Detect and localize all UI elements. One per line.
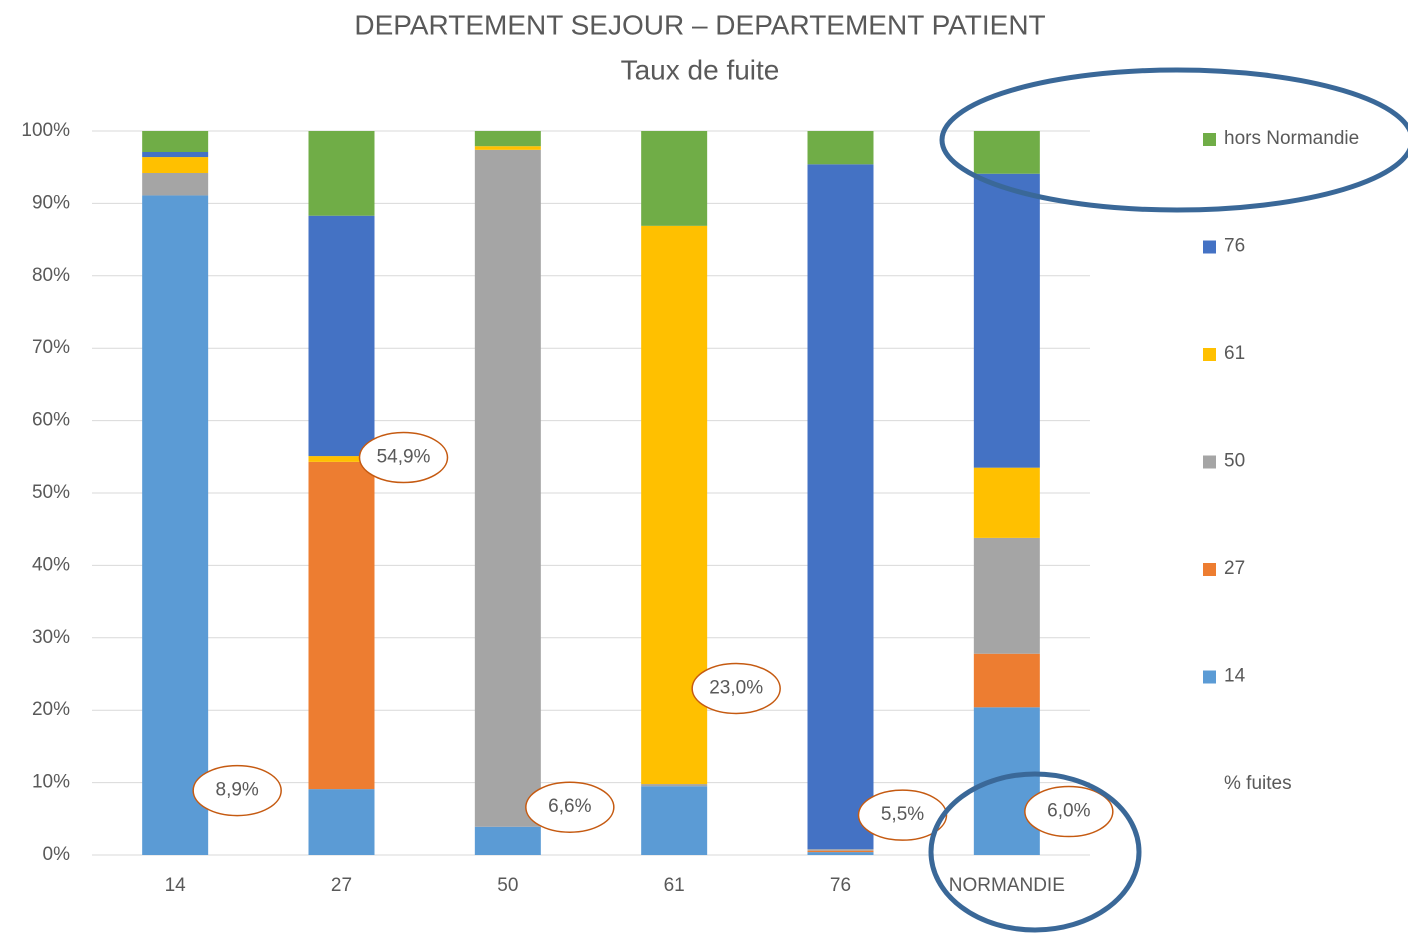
- bar-segment: [973, 653, 1040, 708]
- y-tick-label: 60%: [32, 410, 70, 431]
- y-tick-label: 20%: [32, 699, 70, 720]
- data-label-bubble: [1024, 785, 1114, 838]
- bar-segment: [973, 537, 1040, 654]
- legend-swatch: [1203, 133, 1216, 146]
- bar-segment: [142, 151, 209, 158]
- y-tick-label: 70%: [32, 337, 70, 358]
- data-label-bubble: [857, 789, 948, 841]
- data-label: 54,9%: [377, 447, 431, 468]
- y-tick-label: 30%: [32, 627, 70, 648]
- bar-segment: [308, 789, 375, 855]
- bar-segment: [973, 707, 1040, 855]
- data-label: 6,6%: [548, 796, 591, 817]
- bar-segment: [142, 172, 209, 196]
- legend-label: 27: [1224, 558, 1245, 579]
- bar-segment: [474, 131, 541, 147]
- chart-subtitle: Taux de fuite: [621, 54, 780, 85]
- bar-segment: [308, 215, 375, 457]
- bar-segment: [973, 467, 1040, 538]
- y-tick-label: 40%: [32, 554, 70, 575]
- y-tick-label: 50%: [32, 482, 70, 503]
- bar-segment: [641, 131, 708, 226]
- bar-segment: [474, 826, 541, 855]
- legend-label: 50: [1224, 451, 1245, 472]
- y-tick-label: 0%: [43, 844, 71, 865]
- legend-label: 14: [1224, 666, 1246, 687]
- y-tick-label: 10%: [32, 772, 70, 793]
- bar-segment: [474, 146, 541, 150]
- chart-title: DEPARTEMENT SEJOUR – DEPARTEMENT PATIENT: [354, 9, 1045, 40]
- legend-swatch: [1203, 670, 1216, 684]
- bar-segment: [142, 157, 209, 173]
- data-label-bubble: [691, 662, 781, 715]
- bar-segment: [641, 784, 708, 787]
- bar-segment: [142, 131, 209, 152]
- legend-label: 76: [1224, 236, 1245, 257]
- bar-segment: [807, 849, 874, 851]
- highlight-ellipse: [928, 771, 1142, 933]
- legend-swatch: [1203, 455, 1216, 469]
- y-tick-label: 90%: [32, 192, 70, 213]
- legend-label: 61: [1224, 343, 1245, 364]
- legend-label: % fuites: [1224, 773, 1292, 794]
- data-label-bubble: [192, 764, 282, 817]
- bar-segment: [807, 131, 874, 165]
- data-label: 6,0%: [1047, 801, 1090, 822]
- bar-segment: [641, 786, 708, 855]
- data-label-bubble: [525, 781, 615, 833]
- y-tick-label: 100%: [21, 120, 70, 141]
- bar-segment: [973, 131, 1040, 174]
- bar-segment: [308, 461, 375, 790]
- bar-segment: [142, 195, 209, 855]
- x-tick-label: 76: [830, 875, 851, 896]
- plot-area: 0% 10% 20% 30% 40% 50% 60% 70% 80% 90% 100% 14 27 50 6…: [21, 120, 1114, 896]
- data-label: 23,0%: [709, 677, 763, 698]
- x-tick-label: 50: [497, 875, 518, 896]
- x-tick-label: 27: [331, 875, 352, 896]
- data-label-bubble: [358, 431, 449, 484]
- bar-segment: [807, 164, 874, 850]
- legend-label: hors Normandie: [1224, 128, 1359, 149]
- bar-segment: [474, 149, 541, 827]
- x-tick-label: 61: [664, 875, 685, 896]
- y-tick-label: 80%: [32, 265, 70, 286]
- bar-segment: [973, 173, 1040, 468]
- data-label: 5,5%: [881, 804, 924, 825]
- data-label: 8,9%: [216, 780, 259, 801]
- legend-swatch: [1203, 563, 1216, 576]
- x-tick-label: NORMANDIE: [949, 875, 1065, 896]
- legend-swatch: [1203, 348, 1216, 361]
- bar-segment: [807, 850, 874, 853]
- bar-segment: [308, 456, 375, 462]
- highlight-ellipse: [939, 67, 1408, 213]
- x-tick-label: 14: [165, 875, 187, 896]
- bar-segment: [807, 852, 874, 855]
- legend-swatch: [1203, 240, 1216, 254]
- bar-segment: [308, 131, 375, 216]
